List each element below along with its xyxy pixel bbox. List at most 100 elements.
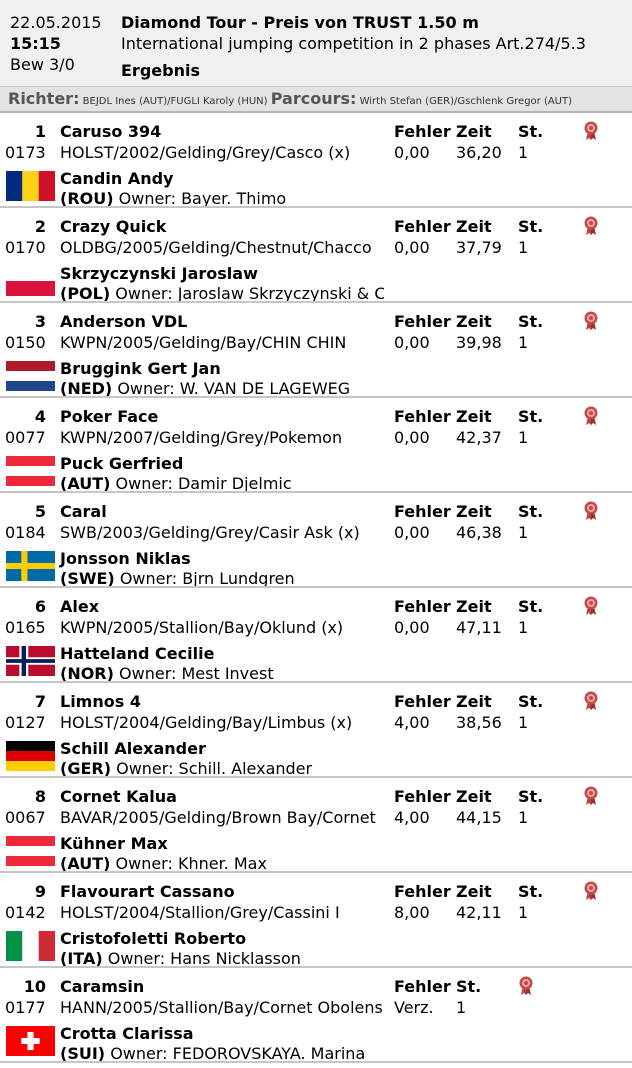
rank-number: 8 (34, 787, 46, 806)
st-value: 1 (518, 713, 529, 732)
fehler-header: Fehler (394, 407, 451, 426)
result-row[interactable]: 1 Caruso 394 Fehler Zeit St. 0173 HOLST/2002/G… (0, 113, 632, 208)
horse-name: Anderson VDL (60, 312, 188, 331)
result-row[interactable]: 3 Anderson VDL Fehler Zeit St. 0150 KWPN/2005/… (0, 303, 632, 398)
result-row[interactable]: 6 Alex Fehler Zeit St. 0165 KWPN/2005/Stallion… (0, 588, 632, 683)
horse-info: SWB/2003/Gelding/Grey/Casir Ask (x) (60, 523, 360, 542)
rider-name: Candin Andy (60, 169, 174, 188)
st-value: 1 (518, 143, 529, 162)
rider-name: Skrzyczynski Jaroslaw (60, 264, 258, 283)
start-number: 0173 (5, 143, 46, 162)
result-row[interactable]: 5 Caral Fehler Zeit St. 0184 SWB/2003/Gelding/… (0, 493, 632, 588)
fehler-header: Fehler (394, 882, 451, 901)
rider-owner: (SUI) Owner: FEDOROVSKAYA. Marina (60, 1044, 384, 1061)
owner-name: Owner: Khner. Max (115, 854, 267, 873)
st-header: St. (518, 882, 544, 901)
zeit-value: 42,37 (456, 428, 502, 447)
zeit-header: Zeit (456, 217, 492, 236)
rank-number: 10 (23, 977, 46, 996)
results-list: 1 Caruso 394 Fehler Zeit St. 0173 HOLST/2002/G… (0, 113, 632, 1063)
owner-name: Owner: Mest Invest (119, 664, 274, 683)
rider-nation: (ITA) (60, 949, 103, 968)
zeit-value: 42,11 (456, 903, 502, 922)
rider-name: Schill Alexander (60, 739, 206, 758)
horse-name: Caruso 394 (60, 122, 162, 141)
rank-number: 1 (34, 122, 46, 141)
competition-date: 22.05.2015 (10, 13, 102, 32)
rosette-icon[interactable] (583, 406, 599, 426)
result-row[interactable]: 4 Poker Face Fehler Zeit St. 0077 KWPN/2007/Ge… (0, 398, 632, 493)
zeit-value: 44,15 (456, 808, 502, 827)
start-number: 0170 (5, 238, 46, 257)
fehler-value: 0,00 (394, 618, 430, 637)
st-header: St. (456, 977, 482, 996)
st-value: 1 (518, 808, 529, 827)
parcours-names: Wirth Stefan (GER)/Gschlenk Gregor (AUT) (359, 96, 573, 107)
rosette-icon[interactable] (518, 976, 534, 996)
fehler-header: Fehler (394, 502, 451, 521)
result-row[interactable]: 2 Crazy Quick Fehler Zeit St. 0170 OLDBG/2005/… (0, 208, 632, 303)
header-datetime: 22.05.2015 15:15 Bew 3/0 (10, 12, 102, 75)
result-row[interactable]: 9 Flavourart Cassano Fehler Zeit St. 0142 HOLS… (0, 873, 632, 968)
rider-owner: (SWE) Owner: Bjrn Lundgren (60, 569, 384, 586)
zeit-header: Zeit (456, 502, 492, 521)
result-row[interactable]: 8 Cornet Kalua Fehler Zeit St. 0067 BAVAR/2005… (0, 778, 632, 873)
rider-nation: (ROU) (60, 189, 114, 208)
owner-name: Owner: W. VAN DE LAGEWEG (117, 379, 351, 398)
zeit-value: 46,38 (456, 523, 502, 542)
flag-rou-icon (6, 171, 55, 201)
horse-info: HOLST/2002/Gelding/Grey/Casco (x) (60, 143, 351, 162)
start-number: 0150 (5, 333, 46, 352)
start-number: 0077 (5, 428, 46, 447)
rosette-icon[interactable] (583, 786, 599, 806)
owner-name: Owner: Hans Nicklasson (107, 949, 301, 968)
st-header: St. (518, 217, 544, 236)
result-row[interactable]: 7 Limnos 4 Fehler Zeit St. 0127 HOLST/2004/Gel… (0, 683, 632, 778)
rosette-icon[interactable] (583, 216, 599, 236)
flag-ita-icon (6, 931, 55, 961)
rider-owner: (NOR) Owner: Mest Invest (60, 664, 384, 683)
zeit-header: Zeit (456, 407, 492, 426)
fehler-value: 0,00 (394, 333, 430, 352)
rosette-icon[interactable] (583, 311, 599, 331)
rank-number: 3 (34, 312, 46, 331)
st-header: St. (518, 502, 544, 521)
rosette-icon[interactable] (583, 501, 599, 521)
fehler-header: Fehler (394, 692, 451, 711)
rosette-icon[interactable] (583, 691, 599, 711)
result-row[interactable]: 10 Caramsin Fehler St. 0177 HANN/2005/Stallio… (0, 968, 632, 1063)
st-header: St. (518, 597, 544, 616)
rider-name: Hatteland Cecilie (60, 644, 215, 663)
rider-name: Bruggink Gert Jan (60, 359, 221, 378)
rider-owner: (GER) Owner: Schill. Alexander (60, 759, 384, 778)
rank-number: 4 (34, 407, 46, 426)
fehler-header: Fehler (394, 597, 451, 616)
horse-info: HOLST/2004/Stallion/Grey/Cassini I (60, 903, 340, 922)
rosette-icon[interactable] (583, 881, 599, 901)
rider-nation: (GER) (60, 759, 112, 778)
flag-ger-icon (6, 741, 55, 771)
flag-pol-icon (6, 266, 55, 296)
fehler-header: Fehler (394, 217, 451, 236)
start-number: 0177 (5, 998, 46, 1017)
rider-name: Cristofoletti Roberto (60, 929, 247, 948)
fehler-value: 4,00 (394, 713, 430, 732)
flag-sui-icon (6, 1026, 55, 1056)
start-number: 0184 (5, 523, 46, 542)
fehler-value: Verz. (394, 998, 434, 1017)
rider-nation: (POL) (60, 284, 111, 303)
rider-owner: (POL) Owner: Jaroslaw Skrzyczynski & Co (60, 284, 384, 303)
result-label: Ergebnis (121, 61, 200, 80)
horse-name: Alex (60, 597, 100, 616)
fehler-value: 0,00 (394, 428, 430, 447)
zeit-value: 38,56 (456, 713, 502, 732)
fehler-value: 0,00 (394, 143, 430, 162)
fehler-header: Fehler (394, 787, 451, 806)
parcours-label: Parcours: (270, 89, 357, 108)
horse-info: KWPN/2007/Gelding/Grey/Pokemon (60, 428, 343, 447)
rider-owner: (AUT) Owner: Khner. Max (60, 854, 384, 873)
st-value: 1 (518, 333, 529, 352)
rosette-icon[interactable] (583, 121, 599, 141)
start-number: 0165 (5, 618, 46, 637)
rosette-icon[interactable] (583, 596, 599, 616)
